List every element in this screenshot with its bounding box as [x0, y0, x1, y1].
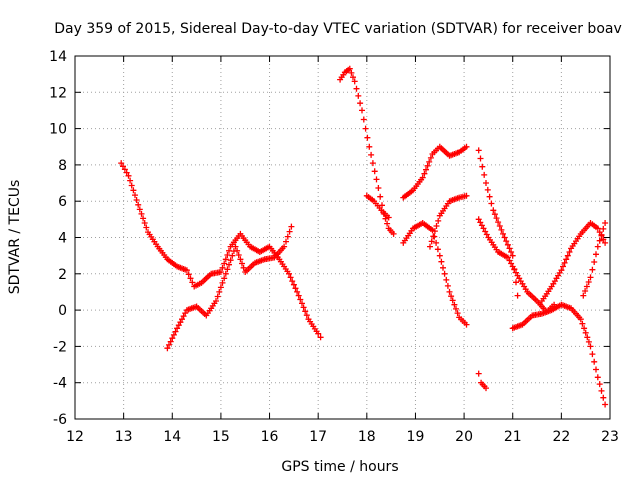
- y-axis-label: SDTVAR / TECUs: [7, 180, 23, 295]
- series-track-e: [400, 143, 470, 201]
- series-track-m: [580, 220, 609, 299]
- x-tick-label: 14: [163, 429, 181, 445]
- data-marker-trace: [580, 220, 609, 299]
- data-marker-trace: [118, 160, 324, 341]
- y-tick-label: 14: [49, 49, 67, 65]
- y-tick-label: -6: [53, 412, 67, 428]
- y-tick-label: 10: [49, 122, 67, 138]
- y-tick-label: 4: [58, 231, 67, 247]
- chart-title: Day 359 of 2015, Sidereal Day-to-day VTE…: [54, 21, 622, 37]
- x-tick-label: 19: [407, 429, 425, 445]
- series-track-g: [427, 192, 470, 250]
- x-tick-label: 17: [309, 429, 327, 445]
- axis-ticks: 12 13 14 15 16 17 18 19 20 21 22 23 -6 -4 -2 0 2 4 6 8 10 12 1…: [49, 49, 619, 445]
- x-tick-label: 12: [66, 429, 84, 445]
- x-tick-label: 15: [212, 429, 230, 445]
- data-marker-trace: [400, 220, 470, 328]
- series-track-i: [475, 370, 489, 392]
- x-tick-label: 23: [601, 429, 619, 445]
- series-track-j: [475, 216, 558, 315]
- series-track-k: [509, 301, 609, 408]
- grid: [75, 56, 610, 419]
- y-tick-label: 6: [58, 194, 67, 210]
- data-marker-trace: [164, 223, 295, 352]
- data-marker-trace: [363, 192, 392, 221]
- y-tick-label: -2: [53, 339, 67, 355]
- x-tick-label: 22: [552, 429, 570, 445]
- x-axis-label: GPS time / hours: [281, 459, 398, 475]
- series-track-f: [400, 220, 470, 328]
- series-track-d: [363, 192, 392, 221]
- y-tick-label: 12: [49, 85, 67, 101]
- data-marker-trace: [427, 192, 470, 250]
- x-tick-label: 18: [358, 429, 376, 445]
- data-marker-trace: [400, 143, 470, 201]
- data-marker-trace: [475, 216, 558, 315]
- series-track-l: [538, 220, 609, 304]
- y-tick-label: 0: [58, 303, 67, 319]
- data-points: [118, 65, 609, 408]
- series-track-b: [164, 223, 295, 352]
- data-marker-trace: [475, 370, 489, 392]
- series-track-a: [118, 160, 324, 341]
- data-marker-trace: [538, 220, 609, 304]
- y-tick-label: 8: [58, 158, 67, 174]
- data-marker-trace: [337, 65, 397, 237]
- y-tick-label: 2: [58, 267, 67, 283]
- series-track-c: [337, 65, 397, 237]
- x-tick-label: 16: [261, 429, 279, 445]
- x-tick-label: 20: [455, 429, 473, 445]
- y-tick-label: -4: [53, 376, 67, 392]
- x-tick-label: 21: [504, 429, 522, 445]
- x-tick-label: 13: [115, 429, 133, 445]
- data-marker-trace: [509, 301, 609, 408]
